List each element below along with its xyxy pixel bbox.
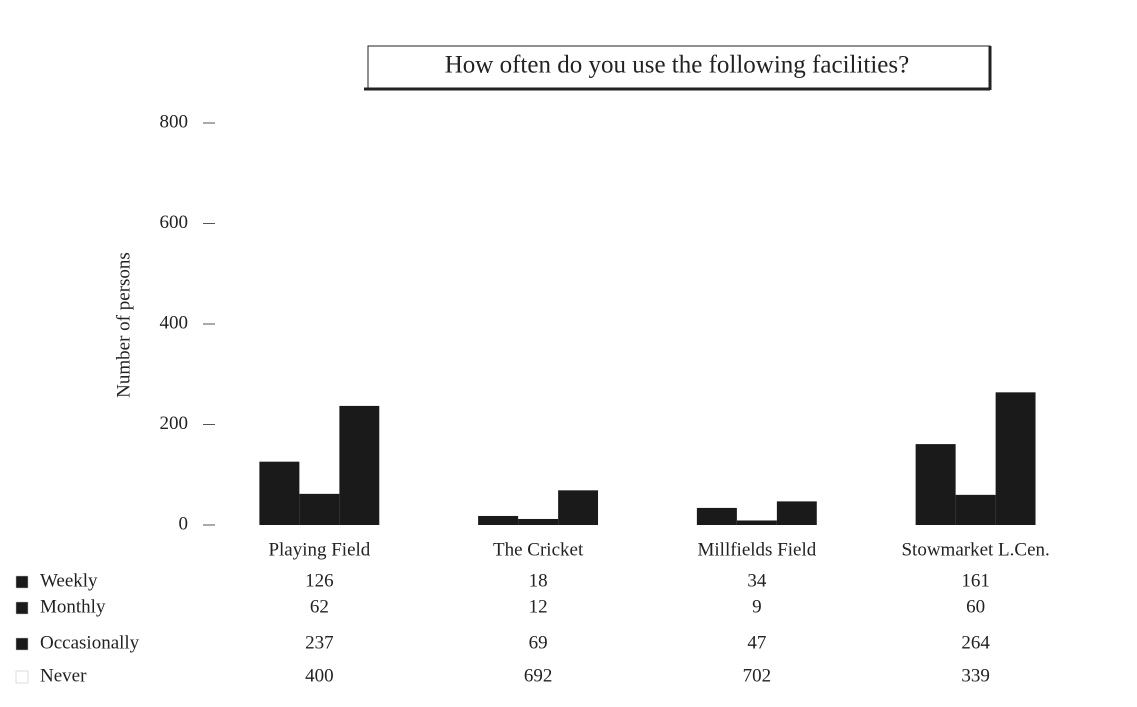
y-axis-label: Number of persons — [113, 252, 134, 398]
table-cell: 400 — [305, 665, 334, 686]
x-tick-label: Playing Field — [268, 539, 370, 560]
title-box — [367, 45, 991, 89]
table-cell: 692 — [524, 665, 553, 686]
table-cell: 702 — [743, 665, 772, 686]
legend-swatch — [15, 637, 29, 651]
table-cell: 161 — [961, 570, 990, 591]
table-cell: 237 — [305, 632, 334, 653]
bar — [339, 405, 380, 525]
table-cell: 339 — [961, 665, 990, 686]
legend-label: Weekly — [40, 570, 98, 591]
bar — [696, 507, 737, 525]
y-tick-label: 0 — [179, 513, 189, 534]
bar — [478, 515, 519, 525]
y-tick-label: 800 — [160, 111, 189, 132]
table-cell: 264 — [961, 632, 990, 653]
bar — [558, 490, 599, 525]
y-tick-label: 600 — [160, 212, 189, 233]
y-tick-label: 400 — [160, 312, 189, 333]
table-cell: 69 — [529, 632, 548, 653]
bar — [1035, 354, 1076, 525]
table-cell: 126 — [305, 570, 334, 591]
table-cell: 18 — [529, 570, 548, 591]
table-cell: 60 — [966, 596, 985, 617]
bar — [379, 324, 420, 525]
table-cell: 62 — [310, 596, 329, 617]
legend-label: Monthly — [40, 596, 106, 617]
legend-swatch — [15, 575, 29, 589]
bar — [736, 520, 777, 525]
bar — [955, 494, 996, 525]
x-tick-label: Millfields Field — [698, 539, 817, 560]
legend-swatch — [15, 670, 29, 684]
bar — [259, 461, 300, 525]
bar — [816, 172, 857, 525]
chart-title: How often do you use the following facil… — [445, 52, 909, 79]
table-cell: 9 — [752, 596, 762, 617]
legend-swatch — [15, 601, 29, 615]
bar — [518, 518, 559, 525]
bar — [776, 501, 817, 525]
legend-label: Never — [40, 665, 87, 686]
y-tick-label: 200 — [160, 413, 189, 434]
table-cell: 12 — [529, 596, 548, 617]
bar — [915, 444, 956, 525]
bar — [995, 392, 1036, 525]
bar — [299, 493, 340, 525]
legend-label: Occasionally — [40, 632, 140, 653]
x-tick-label: Stowmarket L.Cen. — [901, 539, 1049, 560]
bar — [598, 177, 639, 525]
table-cell: 34 — [747, 570, 767, 591]
x-tick-label: The Cricket — [493, 539, 584, 560]
table-cell: 47 — [747, 632, 766, 653]
